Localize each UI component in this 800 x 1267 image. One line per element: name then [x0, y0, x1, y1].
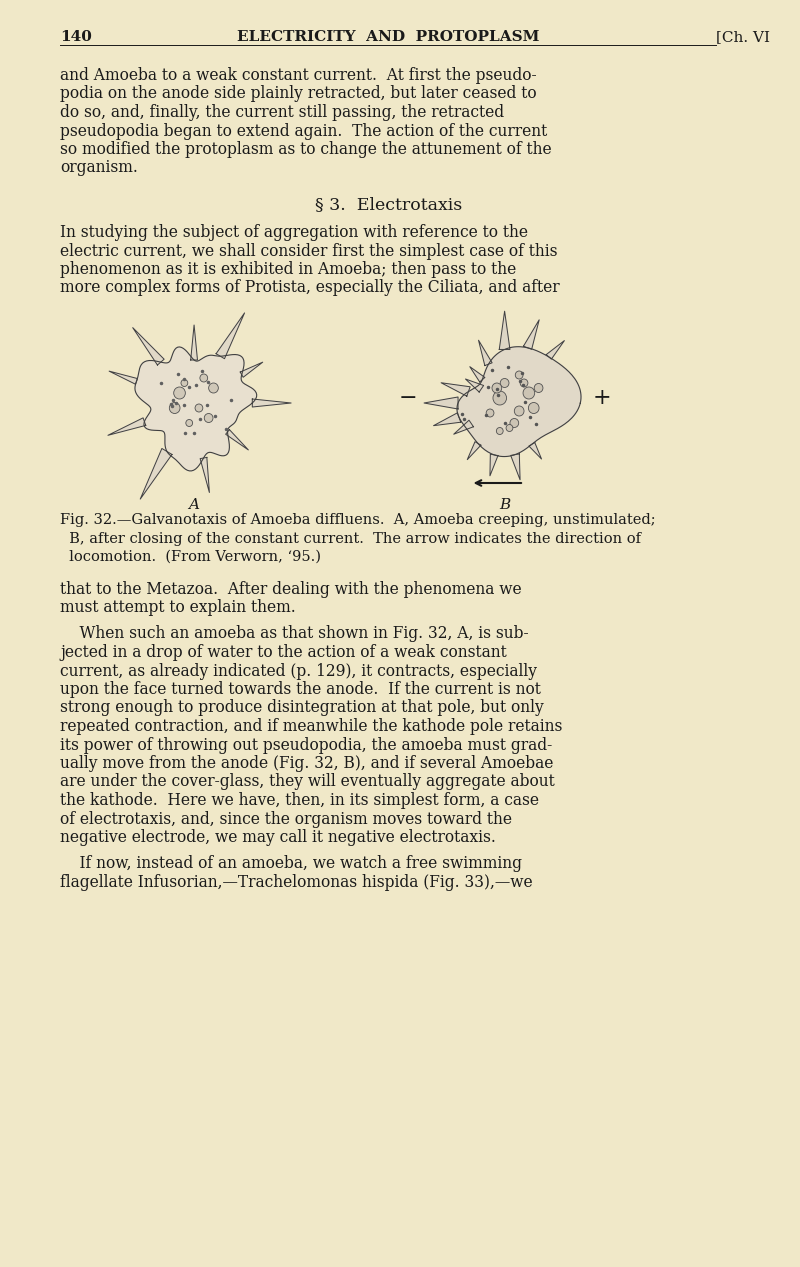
Circle shape — [493, 392, 506, 405]
Circle shape — [500, 379, 509, 388]
Polygon shape — [523, 319, 539, 350]
Polygon shape — [466, 379, 484, 392]
Circle shape — [496, 427, 503, 435]
Text: phenomenon as it is exhibited in Amoeba; then pass to the: phenomenon as it is exhibited in Amoeba;… — [60, 261, 517, 277]
Circle shape — [514, 405, 524, 416]
Text: B, after closing of the constant current.  The arrow indicates the direction of: B, after closing of the constant current… — [60, 531, 641, 546]
Circle shape — [506, 424, 513, 432]
Polygon shape — [140, 449, 172, 499]
Polygon shape — [546, 341, 564, 359]
Polygon shape — [216, 313, 245, 359]
Text: that to the Metazoa.  After dealing with the phenomena we: that to the Metazoa. After dealing with … — [60, 580, 522, 598]
Text: locomotion.  (From Verworn, ‘95.): locomotion. (From Verworn, ‘95.) — [60, 550, 321, 564]
Polygon shape — [467, 442, 481, 460]
Polygon shape — [434, 413, 461, 426]
Text: B: B — [499, 498, 510, 512]
Text: organism.: organism. — [60, 160, 138, 176]
Circle shape — [186, 419, 193, 427]
Text: If now, instead of an amoeba, we watch a free swimming: If now, instead of an amoeba, we watch a… — [60, 855, 522, 873]
Polygon shape — [240, 362, 262, 378]
Circle shape — [209, 383, 218, 393]
Text: and Amoeba to a weak constant current.  At first the pseudo-: and Amoeba to a weak constant current. A… — [60, 67, 537, 84]
Text: Fig. 32.—Galvanotaxis of Amoeba diffluens.  A, Amoeba creeping, unstimulated;: Fig. 32.—Galvanotaxis of Amoeba diffluen… — [60, 513, 656, 527]
Text: pseudopodia began to extend again.  The action of the current: pseudopodia began to extend again. The a… — [60, 123, 547, 139]
Text: podia on the anode side plainly retracted, but later ceased to: podia on the anode side plainly retracte… — [60, 85, 537, 103]
Text: the kathode.  Here we have, then, in its simplest form, a case: the kathode. Here we have, then, in its … — [60, 792, 539, 810]
Polygon shape — [108, 418, 146, 436]
Polygon shape — [109, 371, 138, 384]
Text: −: − — [398, 386, 417, 409]
Text: more complex forms of Protista, especially the Ciliata, and after: more complex forms of Protista, especial… — [60, 280, 560, 296]
Circle shape — [528, 403, 539, 413]
Text: 140: 140 — [60, 30, 92, 44]
Text: [Ch. VI: [Ch. VI — [716, 30, 770, 44]
Text: § 3.  Electrotaxis: § 3. Electrotaxis — [314, 196, 462, 213]
Circle shape — [181, 380, 188, 386]
Text: In studying the subject of aggregation with reference to the: In studying the subject of aggregation w… — [60, 224, 528, 241]
Text: are under the cover-glass, they will eventually aggregate about: are under the cover-glass, they will eve… — [60, 773, 555, 791]
Polygon shape — [490, 454, 498, 476]
Circle shape — [170, 403, 180, 413]
Text: so modified the protoplasm as to change the attunement of the: so modified the protoplasm as to change … — [60, 141, 552, 158]
Text: A: A — [189, 498, 199, 512]
Text: upon the face turned towards the anode.  If the current is not: upon the face turned towards the anode. … — [60, 680, 541, 698]
Text: strong enough to produce disintegration at that pole, but only: strong enough to produce disintegration … — [60, 699, 544, 717]
Text: ELECTRICITY  AND  PROTOPLASM: ELECTRICITY AND PROTOPLASM — [237, 30, 539, 44]
Text: electric current, we shall consider first the simplest case of this: electric current, we shall consider firs… — [60, 242, 558, 260]
Polygon shape — [499, 312, 510, 350]
Text: do so, and, finally, the current still passing, the retracted: do so, and, finally, the current still p… — [60, 104, 504, 122]
Text: +: + — [592, 386, 611, 409]
Text: ually move from the anode (Fig. 32, B), and if several Amoebae: ually move from the anode (Fig. 32, B), … — [60, 755, 554, 772]
Text: current, as already indicated (p. 129), it contracts, especially: current, as already indicated (p. 129), … — [60, 663, 537, 679]
Circle shape — [204, 413, 213, 422]
Circle shape — [520, 379, 528, 386]
Text: jected in a drop of water to the action of a weak constant: jected in a drop of water to the action … — [60, 644, 507, 661]
Circle shape — [486, 409, 494, 417]
Text: When such an amoeba as that shown in Fig. 32, A, is sub-: When such an amoeba as that shown in Fig… — [60, 626, 529, 642]
Polygon shape — [510, 454, 520, 480]
Polygon shape — [226, 430, 248, 450]
Text: repeated contraction, and if meanwhile the kathode pole retains: repeated contraction, and if meanwhile t… — [60, 718, 562, 735]
Polygon shape — [200, 457, 210, 493]
Text: flagellate Infusorian,—Trachelomonas hispida (Fig. 33),—we: flagellate Infusorian,—Trachelomonas his… — [60, 874, 533, 891]
Circle shape — [174, 386, 186, 399]
Circle shape — [515, 371, 523, 379]
Polygon shape — [135, 347, 257, 471]
Circle shape — [534, 384, 543, 393]
Text: negative electrode, we may call it negative electrotaxis.: negative electrode, we may call it negat… — [60, 829, 496, 846]
Circle shape — [510, 418, 518, 427]
Polygon shape — [190, 326, 198, 360]
Text: its power of throwing out pseudopodia, the amoeba must grad-: its power of throwing out pseudopodia, t… — [60, 736, 553, 754]
Polygon shape — [529, 442, 542, 459]
Polygon shape — [454, 421, 474, 435]
Polygon shape — [478, 341, 492, 366]
Polygon shape — [470, 366, 485, 381]
Circle shape — [195, 404, 203, 412]
Polygon shape — [252, 399, 291, 407]
Circle shape — [492, 383, 502, 393]
Polygon shape — [133, 328, 164, 365]
Polygon shape — [424, 397, 458, 409]
Text: must attempt to explain them.: must attempt to explain them. — [60, 599, 296, 616]
Text: of electrotaxis, and, since the organism moves toward the: of electrotaxis, and, since the organism… — [60, 811, 512, 827]
Polygon shape — [441, 383, 470, 397]
Circle shape — [200, 374, 208, 381]
Circle shape — [523, 386, 534, 399]
Polygon shape — [457, 347, 581, 456]
